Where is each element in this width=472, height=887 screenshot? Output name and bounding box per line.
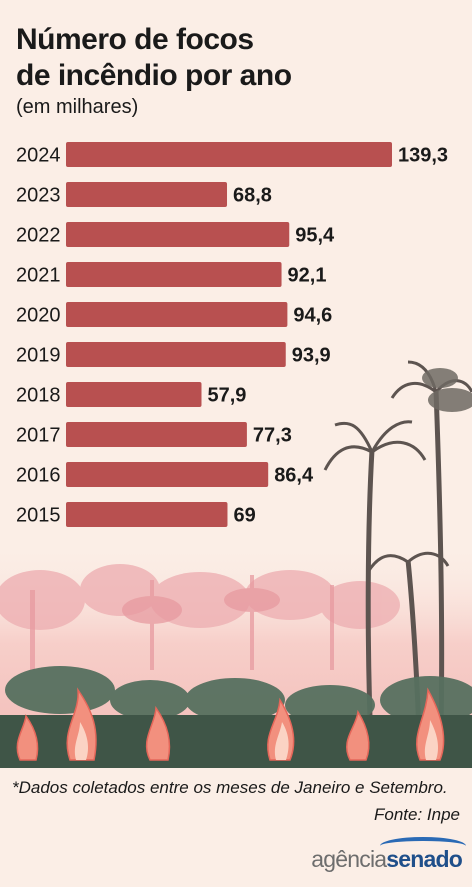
bar-2024: [66, 142, 392, 167]
bar-2021: [66, 262, 282, 287]
value-label-2017: 77,3: [253, 425, 292, 447]
agencia-senado-logo: agência senado: [311, 837, 466, 873]
category-label-2021: 2021: [16, 265, 61, 287]
value-label-2023: 68,8: [233, 185, 272, 207]
category-label-2023: 2023: [16, 185, 61, 207]
value-label-2019: 93,9: [292, 345, 331, 367]
category-label-2017: 2017: [16, 425, 61, 447]
chart-title-line-2: de incêndio por ano: [16, 59, 292, 92]
footnote: *Dados coletados entre os meses de Janei…: [12, 778, 448, 797]
value-label-2016: 86,4: [274, 465, 314, 487]
category-label-2019: 2019: [16, 345, 61, 367]
category-label-2024: 2024: [16, 145, 61, 167]
bar-2023: [66, 182, 228, 207]
category-label-2016: 2016: [16, 465, 61, 487]
bar-2019: [66, 342, 286, 367]
value-label-2024: 139,3: [398, 145, 448, 167]
category-label-2015: 2015: [16, 505, 61, 527]
category-label-2018: 2018: [16, 385, 61, 407]
chart-subtitle: (em milhares): [16, 96, 139, 118]
chart-title-line-1: Número de focos: [16, 23, 254, 56]
value-label-2022: 95,4: [295, 225, 335, 247]
category-label-2022: 2022: [16, 225, 61, 247]
value-label-2018: 57,9: [208, 385, 247, 407]
bar-2016: [66, 462, 269, 487]
logo-text-senado: senado: [380, 837, 466, 872]
value-label-2020: 94,6: [293, 305, 332, 327]
source-credit: Fonte: Inpe: [373, 805, 460, 824]
bar-2022: [66, 222, 290, 247]
value-label-2015: 69: [233, 505, 255, 527]
bar-2017: [66, 422, 247, 447]
chart-title: Número de focos de incêndio por ano: [16, 22, 292, 94]
bar-2018: [66, 382, 202, 407]
category-label-2020: 2020: [16, 305, 61, 327]
bar-2015: [66, 502, 228, 527]
value-label-2021: 92,1: [288, 265, 327, 287]
bar-2020: [66, 302, 288, 327]
logo-text-agencia: agência: [311, 846, 387, 872]
